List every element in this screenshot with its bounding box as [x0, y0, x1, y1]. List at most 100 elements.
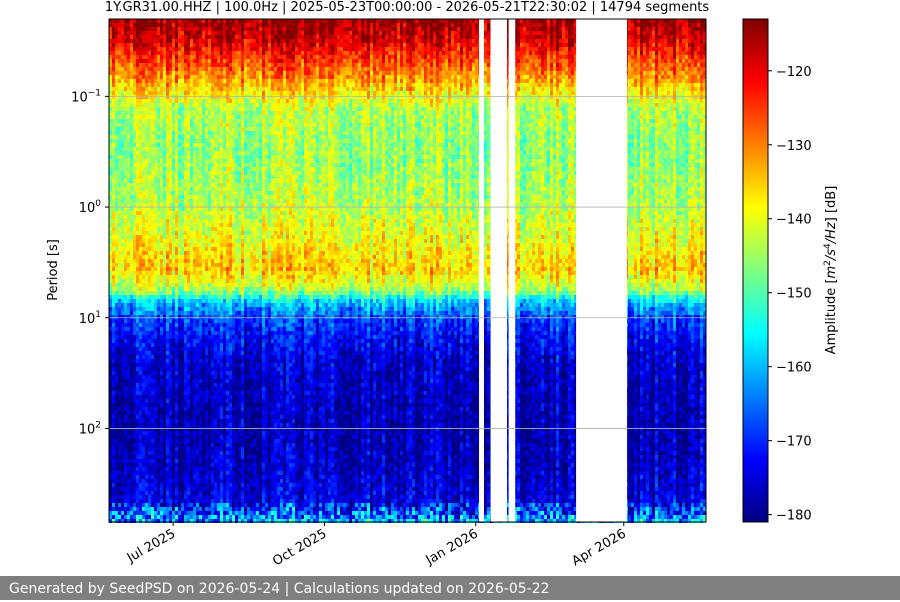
heatmap-cell [130, 327, 133, 331]
heatmap-cell [205, 123, 208, 127]
heatmap-cell [142, 59, 145, 63]
heatmap-cell [202, 499, 205, 503]
heatmap-cell [127, 383, 130, 387]
heatmap-cell [124, 351, 127, 355]
heatmap-cell [172, 419, 175, 423]
heatmap-cell [172, 203, 175, 207]
heatmap-cell [181, 323, 184, 327]
heatmap-cell [190, 403, 193, 407]
heatmap-cell [124, 163, 127, 167]
heatmap-cell [181, 223, 184, 227]
heatmap-cell [130, 343, 133, 347]
heatmap-cell [169, 179, 172, 183]
heatmap-cell [175, 383, 178, 387]
heatmap-cell [148, 83, 151, 87]
heatmap-cell [196, 267, 199, 271]
heatmap-cell [127, 95, 130, 99]
heatmap-cell [178, 343, 181, 347]
heatmap-cell [151, 223, 154, 227]
heatmap-cell [220, 183, 223, 187]
heatmap-cell [163, 395, 166, 399]
heatmap-cell [172, 59, 175, 63]
heatmap-cell [148, 423, 151, 427]
heatmap-cell [151, 259, 154, 263]
heatmap-cell [208, 239, 211, 243]
heatmap-cell [109, 307, 112, 311]
heatmap-cell [205, 355, 208, 359]
heatmap-cell [223, 367, 226, 371]
heatmap-cell [121, 327, 124, 331]
heatmap-cell [205, 443, 208, 447]
heatmap-cell [145, 67, 148, 71]
heatmap-cell [160, 259, 163, 263]
heatmap-cell [145, 23, 148, 27]
heatmap-cell [184, 499, 187, 503]
heatmap-cell [157, 415, 160, 419]
heatmap-cell [202, 147, 205, 151]
heatmap-cell [139, 327, 142, 331]
heatmap-cell [169, 375, 172, 379]
heatmap-cell [190, 415, 193, 419]
heatmap-cell [121, 43, 124, 47]
heatmap-cell [148, 467, 151, 471]
heatmap-cell [148, 199, 151, 203]
heatmap-cell [130, 191, 133, 195]
heatmap-cell [205, 95, 208, 99]
heatmap-cell [211, 471, 214, 475]
heatmap-cell [115, 383, 118, 387]
heatmap-cell [136, 31, 139, 35]
heatmap-cell [136, 511, 139, 515]
heatmap-cell [199, 251, 202, 255]
heatmap-cell [142, 235, 145, 239]
heatmap-cell [193, 283, 196, 287]
heatmap-cell [190, 207, 193, 211]
heatmap-cell [202, 279, 205, 283]
heatmap-cell [211, 87, 214, 91]
heatmap-cell [127, 455, 130, 459]
heatmap-cell [145, 27, 148, 31]
heatmap-cell [175, 339, 178, 343]
heatmap-cell [214, 275, 217, 279]
heatmap-cell [166, 463, 169, 467]
heatmap-cell [121, 179, 124, 183]
heatmap-cell [160, 39, 163, 43]
heatmap-cell [157, 435, 160, 439]
heatmap-cell [160, 171, 163, 175]
heatmap-cell [190, 355, 193, 359]
heatmap-cell [121, 159, 124, 163]
heatmap-cell [151, 475, 154, 479]
heatmap-cell [217, 399, 220, 403]
heatmap-cell [175, 435, 178, 439]
heatmap-cell [220, 99, 223, 103]
heatmap-cell [145, 199, 148, 203]
heatmap-cell [148, 323, 151, 327]
heatmap-cell [202, 387, 205, 391]
heatmap-cell [118, 431, 121, 435]
heatmap-cell [145, 511, 148, 515]
heatmap-cell [169, 387, 172, 391]
heatmap-cell [145, 155, 148, 159]
heatmap-cell [214, 387, 217, 391]
heatmap-cell [136, 103, 139, 107]
heatmap-cell [148, 259, 151, 263]
heatmap-cell [226, 71, 229, 75]
heatmap-cell [169, 503, 172, 507]
heatmap-cell [181, 115, 184, 119]
heatmap-cell [151, 431, 154, 435]
heatmap-cell [193, 191, 196, 195]
heatmap-cell [121, 495, 124, 499]
heatmap-cell [121, 475, 124, 479]
heatmap-cell [154, 243, 157, 247]
heatmap-cell [118, 23, 121, 27]
heatmap-cell [121, 63, 124, 67]
heatmap-cell [124, 107, 127, 111]
heatmap-cell [208, 259, 211, 263]
heatmap-cell [154, 395, 157, 399]
heatmap-cell [154, 431, 157, 435]
heatmap-cell [220, 359, 223, 363]
heatmap-cell [175, 227, 178, 231]
heatmap-cell [160, 367, 163, 371]
heatmap-cell [184, 267, 187, 271]
heatmap-cell [160, 339, 163, 343]
heatmap-cell [211, 295, 214, 299]
